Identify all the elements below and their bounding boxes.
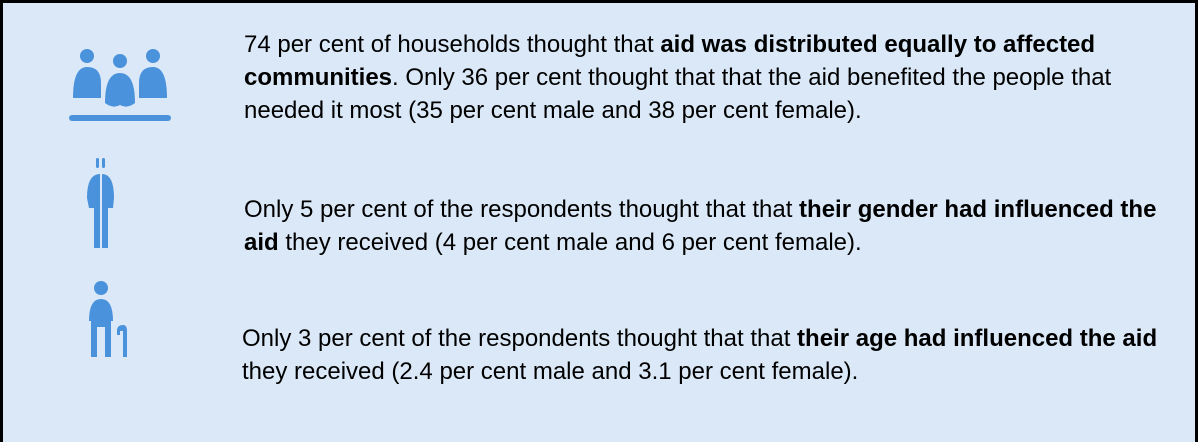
text: . Only 36 per cent thought that that the…: [244, 64, 1112, 124]
paragraph: 74 per cent of households thought that a…: [244, 28, 1179, 127]
age-icon: [89, 281, 127, 357]
bold-text: their age had influenced the aid: [797, 325, 1158, 352]
paragraph: Only 5 per cent of the respondents thoug…: [244, 193, 1179, 259]
text: they received (2.4 per cent male and 3.1…: [242, 358, 859, 385]
text: Only 3 per cent of the respondents thoug…: [242, 325, 798, 352]
community-icon: [69, 49, 171, 121]
gender-icon: [87, 158, 114, 248]
text: Only 5 per cent of the respondents thoug…: [244, 196, 800, 223]
bold-text: aid was distributed equally to affected …: [244, 31, 1096, 91]
bold-text: their gender had influenced the aid: [244, 196, 1157, 256]
paragraph: Only 3 per cent of the respondents thoug…: [242, 322, 1177, 388]
text: 74 per cent of households thought that: [244, 31, 661, 58]
text: they received (4 per cent male and 6 per…: [278, 229, 862, 256]
